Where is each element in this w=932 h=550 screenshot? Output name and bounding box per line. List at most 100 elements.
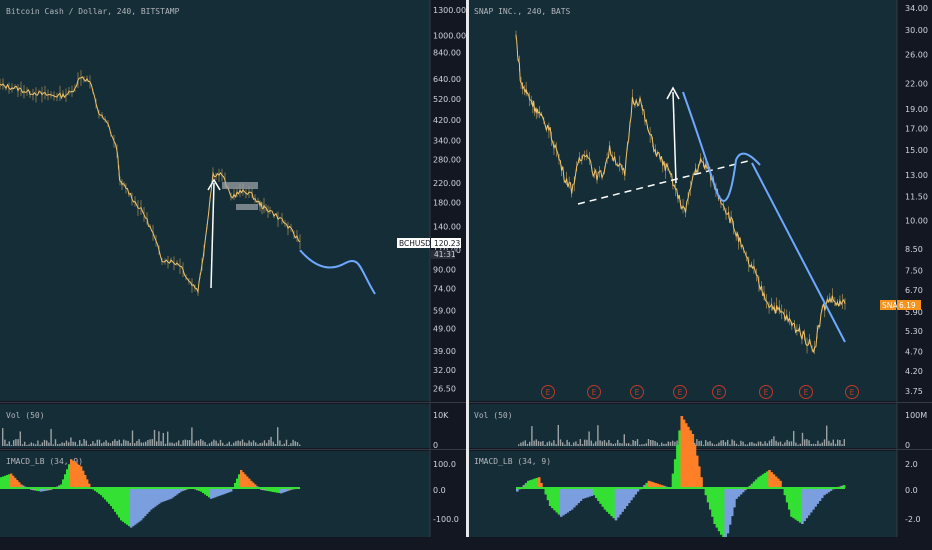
macd-bar bbox=[100, 488, 103, 496]
macd-tick-label: 0.0 bbox=[905, 486, 918, 495]
volume-bar bbox=[553, 440, 555, 446]
price-line[interactable] bbox=[515, 34, 846, 354]
volume-bar bbox=[698, 440, 700, 446]
earnings-marker[interactable] bbox=[845, 385, 859, 399]
snap-last-price-tag bbox=[897, 300, 921, 310]
macd-bar bbox=[706, 488, 710, 503]
earnings-marker[interactable] bbox=[799, 385, 813, 399]
earnings-marker[interactable] bbox=[759, 385, 773, 399]
left-price-pane[interactable] bbox=[0, 0, 430, 401]
left-forecast-curve[interactable] bbox=[299, 249, 376, 295]
macd-bar bbox=[766, 471, 769, 488]
volume-bar bbox=[520, 442, 522, 446]
volume-bar bbox=[639, 444, 641, 446]
volume-bar bbox=[109, 443, 112, 446]
macd-bar bbox=[527, 480, 530, 488]
macd-bar bbox=[614, 488, 618, 521]
volume-bar bbox=[817, 440, 819, 446]
macd-bar bbox=[86, 479, 89, 488]
volume-bar bbox=[843, 439, 845, 446]
volume-bar bbox=[658, 444, 661, 446]
volume-bar bbox=[531, 426, 533, 446]
volume-bar bbox=[92, 441, 94, 446]
volume-bar bbox=[6, 443, 8, 446]
macd-bar bbox=[228, 488, 231, 493]
macd-bar bbox=[98, 488, 101, 494]
left-price-series bbox=[0, 70, 301, 296]
macd-bar bbox=[16, 480, 19, 488]
right-up-arrow[interactable] bbox=[672, 91, 677, 184]
macd-bar bbox=[842, 485, 846, 488]
macd-bar bbox=[711, 488, 714, 517]
macd-bar bbox=[728, 488, 732, 525]
left-chart-title: Bitcoin Cash / Dollar, 240, BITSTAMP bbox=[6, 7, 180, 16]
volume-bar bbox=[125, 440, 127, 446]
macd-bar bbox=[216, 488, 219, 497]
volume-bar bbox=[59, 443, 61, 446]
earnings-marker[interactable] bbox=[630, 385, 644, 399]
macd-bar bbox=[202, 488, 205, 493]
volume-bar bbox=[200, 439, 202, 446]
volume-bar bbox=[826, 425, 828, 446]
right-wave-curve[interactable] bbox=[682, 91, 761, 202]
volume-bar bbox=[702, 444, 705, 446]
macd-bar bbox=[654, 483, 657, 488]
macd-bar bbox=[759, 475, 763, 488]
macd-bar bbox=[796, 488, 800, 522]
macd-bar bbox=[120, 488, 123, 521]
price-line[interactable] bbox=[0, 76, 301, 294]
volume-bar bbox=[595, 441, 597, 446]
left-volume-pane[interactable] bbox=[0, 404, 430, 448]
volume-bar bbox=[241, 439, 244, 446]
volume-bar bbox=[799, 443, 801, 446]
macd-bar bbox=[134, 488, 137, 525]
right-price-axis[interactable]: 34.00 30.00 26.00 22.00 19.00 17.00 15.00 13.00… bbox=[905, 4, 928, 396]
volume-bar bbox=[239, 441, 241, 446]
earnings-marker[interactable] bbox=[541, 385, 555, 399]
earnings-marker[interactable] bbox=[712, 385, 726, 399]
macd-bar bbox=[32, 488, 35, 491]
earnings-marker[interactable] bbox=[587, 385, 601, 399]
macd-bar bbox=[224, 488, 227, 494]
bchusd-countdown-tag bbox=[431, 250, 455, 259]
right-support-trendline[interactable] bbox=[577, 159, 753, 205]
earnings-marker[interactable] bbox=[673, 385, 687, 399]
volume-bar bbox=[634, 441, 636, 446]
macd-bar bbox=[783, 488, 787, 496]
macd-bar bbox=[717, 488, 721, 532]
macd-bar bbox=[284, 488, 287, 492]
macd-bar bbox=[524, 483, 528, 488]
price-tick-label: 90.00 bbox=[433, 266, 456, 275]
volume-bar bbox=[46, 440, 48, 446]
left-support-box[interactable] bbox=[236, 204, 258, 210]
macd-bar bbox=[777, 478, 780, 488]
macd-bar bbox=[619, 488, 622, 515]
macd-bar bbox=[204, 488, 207, 495]
macd-bar bbox=[529, 480, 532, 488]
macd-bar bbox=[774, 476, 778, 488]
macd-bar bbox=[44, 488, 47, 491]
volume-bar bbox=[788, 441, 790, 446]
price-tick-label: 6.70 bbox=[905, 286, 923, 295]
volume-bar bbox=[601, 441, 603, 446]
bchusd-last-price-tag bbox=[431, 238, 461, 248]
macd-bar bbox=[643, 485, 646, 488]
macd-bar bbox=[140, 488, 143, 521]
right-descending-trendline[interactable] bbox=[751, 162, 846, 343]
left-up-arrow[interactable] bbox=[210, 182, 215, 289]
right-arrow-head bbox=[666, 86, 680, 100]
left-resistance-box[interactable] bbox=[222, 182, 258, 189]
volume-bar bbox=[15, 439, 17, 446]
macd-bar bbox=[168, 488, 171, 500]
volume-bar bbox=[535, 439, 537, 446]
right-chart: SNAP INC., 240, BATS Vol (50) IMACD_LB (… bbox=[469, 0, 932, 549]
right-macd-histogram bbox=[516, 416, 846, 542]
macd-bar bbox=[12, 475, 15, 488]
macd-bar bbox=[636, 488, 640, 492]
macd-bar bbox=[691, 434, 695, 488]
earnings-marker-label: E bbox=[850, 388, 855, 397]
macd-bar bbox=[733, 488, 736, 508]
macd-bar bbox=[818, 488, 822, 501]
macd-bar bbox=[752, 481, 756, 488]
